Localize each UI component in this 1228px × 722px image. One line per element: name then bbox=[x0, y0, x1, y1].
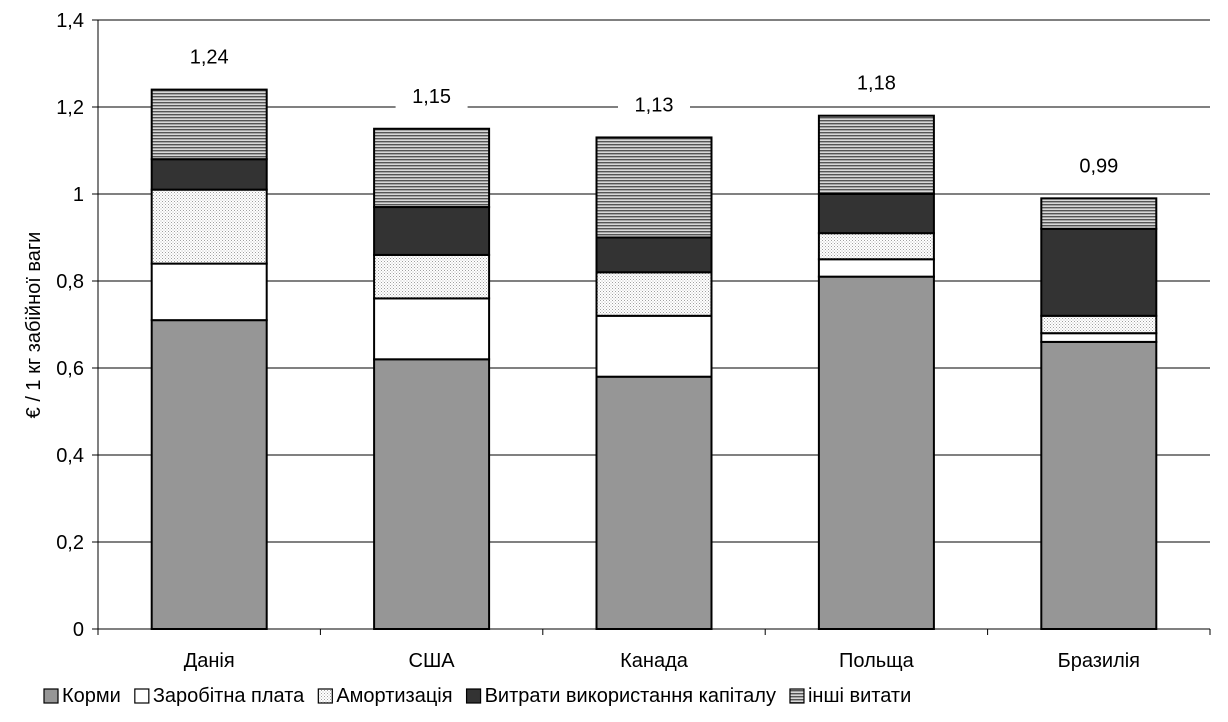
axes: 0 0,2 0,4 0,6 0,8 1 1,2 1,4 bbox=[56, 10, 1211, 641]
data-label: 1,24 bbox=[190, 47, 229, 69]
legend-swatch bbox=[789, 688, 805, 704]
legend: Корми Заробітна плата Амортизація Витрати в… bbox=[43, 685, 911, 707]
bar-segment bbox=[817, 193, 935, 235]
data-label: 1,13 bbox=[635, 94, 674, 116]
bar-segment bbox=[595, 314, 713, 378]
data-label-bg bbox=[1062, 152, 1135, 181]
x-tick-label: Канада bbox=[620, 650, 689, 672]
bar-segment bbox=[1040, 227, 1158, 317]
legend-label: Амортизація bbox=[336, 685, 452, 707]
bar-segment bbox=[817, 258, 935, 278]
data-label: 1,18 bbox=[857, 73, 896, 95]
data-label-bg bbox=[840, 69, 913, 98]
bar-segment bbox=[373, 127, 491, 209]
legend-swatch bbox=[134, 688, 150, 704]
bar-segment bbox=[150, 188, 268, 265]
bar-segment bbox=[817, 275, 935, 630]
x-tick-label: Бразилія bbox=[1058, 650, 1140, 672]
data-label-bg bbox=[618, 91, 690, 120]
bar-segment bbox=[373, 358, 491, 630]
x-tick-label: Польща bbox=[839, 650, 915, 672]
y-tick-label: 0,2 bbox=[56, 532, 84, 554]
legend-swatch bbox=[43, 688, 59, 704]
y-tick-label: 0,4 bbox=[56, 445, 84, 467]
bar-segment bbox=[817, 114, 935, 195]
y-tick-label: 1 bbox=[73, 184, 84, 206]
data-label-bg bbox=[395, 82, 468, 111]
bar-segment bbox=[1040, 332, 1158, 343]
bars bbox=[150, 88, 1158, 631]
bar-segment bbox=[1040, 314, 1158, 335]
y-tick-label: 1,2 bbox=[56, 97, 84, 119]
x-tick-label: Данія bbox=[184, 650, 235, 672]
legend-label: Витрати використання капіталу bbox=[485, 685, 776, 707]
legend-label: інші витати bbox=[808, 685, 911, 707]
bar-segment bbox=[1040, 340, 1158, 630]
data-label-bg bbox=[173, 43, 246, 72]
legend-swatch bbox=[465, 688, 482, 704]
y-axis-label: € / 1 кг забійної ваги bbox=[23, 232, 45, 419]
bar-segment bbox=[150, 158, 268, 191]
data-label: 0,99 bbox=[1079, 155, 1118, 177]
y-tick-label: 0,6 bbox=[56, 358, 84, 380]
legend-label: Заробітна плата bbox=[153, 685, 305, 707]
bar-segment bbox=[373, 253, 491, 300]
bar-segment bbox=[595, 236, 713, 274]
bar-segment bbox=[150, 88, 268, 161]
bar-segment bbox=[150, 262, 268, 322]
data-label: 1,15 bbox=[412, 86, 451, 108]
y-tick-label: 0 bbox=[73, 619, 84, 641]
x-tick-label: США bbox=[409, 650, 456, 672]
bar-segment bbox=[595, 271, 713, 317]
legend-label: Корми bbox=[62, 685, 121, 707]
y-tick-label: 1,4 bbox=[56, 10, 84, 32]
legend-swatch bbox=[317, 688, 333, 704]
bar-segment bbox=[595, 375, 713, 631]
data-labels: Данія 1,24 США 1,15 Канада 1,13 Польща 1,18 Браз… bbox=[173, 43, 1140, 672]
bar-segment bbox=[1040, 197, 1158, 230]
bar-segment bbox=[373, 206, 491, 256]
bar-segment bbox=[817, 232, 935, 261]
bar-segment bbox=[595, 136, 713, 239]
bar-segment bbox=[373, 297, 491, 361]
y-tick-label: 0,8 bbox=[56, 271, 84, 293]
bar-segment bbox=[150, 319, 268, 630]
